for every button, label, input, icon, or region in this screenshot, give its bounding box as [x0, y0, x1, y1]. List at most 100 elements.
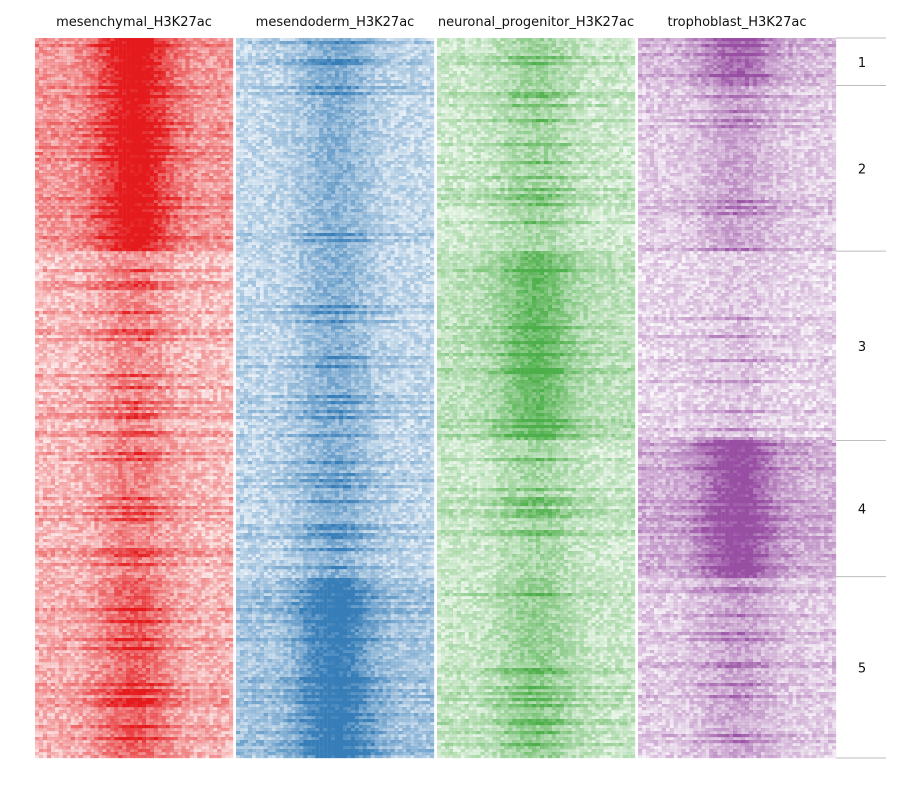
heatmap-cell [182, 200, 186, 203]
heatmap-cell [158, 266, 162, 269]
heatmap-cell [158, 89, 162, 92]
heatmap-cell [178, 209, 182, 212]
heatmap-cell [106, 107, 110, 110]
heatmap-cell [35, 257, 39, 260]
heatmap-cell [47, 197, 51, 200]
heatmap-cell [63, 134, 67, 137]
heatmap-cell [51, 242, 55, 245]
heatmap-cell [47, 212, 51, 215]
heatmap-cell [193, 233, 197, 236]
heatmap-cell [205, 278, 209, 281]
heatmap-cell [79, 59, 83, 62]
heatmap-cell [166, 269, 170, 272]
heatmap-cell [118, 89, 122, 92]
heatmap-cell [146, 71, 150, 74]
heatmap-cell [205, 266, 209, 269]
heatmap-cell [178, 158, 182, 161]
heatmap-cell [174, 137, 178, 140]
heatmap-cell [174, 140, 178, 143]
heatmap-cell [90, 107, 94, 110]
heatmap-cell [193, 38, 197, 41]
heatmap-cell [162, 137, 166, 140]
heatmap-cell [154, 212, 158, 215]
heatmap-cell [130, 173, 134, 176]
heatmap-cell [213, 113, 217, 116]
heatmap-cell [166, 74, 170, 77]
heatmap-cell [63, 269, 67, 272]
heatmap-cell [94, 155, 98, 158]
heatmap-cell [150, 191, 154, 194]
heatmap-cell [126, 239, 130, 242]
heatmap-cell [130, 242, 134, 245]
heatmap-cell [178, 53, 182, 56]
heatmap-cell [182, 128, 186, 131]
heatmap-cell [63, 272, 67, 275]
heatmap-cell [170, 281, 174, 284]
heatmap-cell [158, 188, 162, 191]
heatmap-cell [154, 164, 158, 167]
heatmap-cell [90, 65, 94, 68]
heatmap-cell [225, 260, 229, 263]
heatmap-cell [63, 155, 67, 158]
heatmap-cell [229, 113, 233, 116]
heatmap-cell [134, 107, 138, 110]
heatmap-cell [189, 230, 193, 233]
heatmap-cell [217, 104, 221, 107]
heatmap-cell [75, 167, 79, 170]
heatmap-cell [35, 101, 39, 104]
heatmap-cell [55, 191, 59, 194]
heatmap-cell [102, 203, 106, 206]
heatmap-cell [193, 110, 197, 113]
heatmap-cell [39, 212, 43, 215]
heatmap-cell [90, 257, 94, 260]
heatmap-cell [146, 119, 150, 122]
heatmap-cell [83, 59, 87, 62]
heatmap-cell [178, 86, 182, 89]
heatmap-cell [39, 227, 43, 230]
heatmap-cell [67, 65, 71, 68]
heatmap-cell [146, 212, 150, 215]
heatmap-cell [158, 263, 162, 266]
heatmap-cell [209, 113, 213, 116]
heatmap-cell [39, 38, 43, 41]
heatmap-cell [213, 170, 217, 173]
heatmap-cell [83, 224, 87, 227]
heatmap-cell [217, 101, 221, 104]
heatmap-cell [90, 188, 94, 191]
heatmap-cell [98, 221, 102, 224]
heatmap-cell [201, 107, 205, 110]
heatmap-cell [185, 218, 189, 221]
heatmap-cell [229, 242, 233, 245]
heatmap-cell [130, 65, 134, 68]
heatmap-cell [114, 227, 118, 230]
heatmap-cell [98, 188, 102, 191]
heatmap-cell [221, 191, 225, 194]
heatmap-cell [166, 155, 170, 158]
heatmap-cell [94, 272, 98, 275]
heatmap-cell [201, 59, 205, 62]
heatmap-cell [63, 284, 67, 287]
heatmap-cell [193, 194, 197, 197]
heatmap-cell [217, 128, 221, 131]
heatmap-cell [209, 191, 213, 194]
heatmap-cell [193, 53, 197, 56]
heatmap-cell [35, 131, 39, 134]
heatmap-cell [217, 200, 221, 203]
heatmap-cell [178, 251, 182, 254]
heatmap-cell [170, 143, 174, 146]
heatmap-cell [158, 197, 162, 200]
heatmap-cell [110, 62, 114, 65]
heatmap-cell [114, 188, 118, 191]
heatmap-cell [150, 272, 154, 275]
heatmap-cell [150, 146, 154, 149]
heatmap-cell [138, 170, 142, 173]
heatmap-cell [90, 236, 94, 239]
heatmap-cell [201, 281, 205, 284]
heatmap-cell [170, 56, 174, 59]
heatmap-cell [197, 68, 201, 71]
heatmap-cell [75, 158, 79, 161]
heatmap-cell [146, 122, 150, 125]
heatmap-cell [221, 257, 225, 260]
heatmap-cell [35, 272, 39, 275]
column-titles: mesenchymal_H3K27ac mesendoderm_H3K27ac ne… [56, 15, 806, 30]
